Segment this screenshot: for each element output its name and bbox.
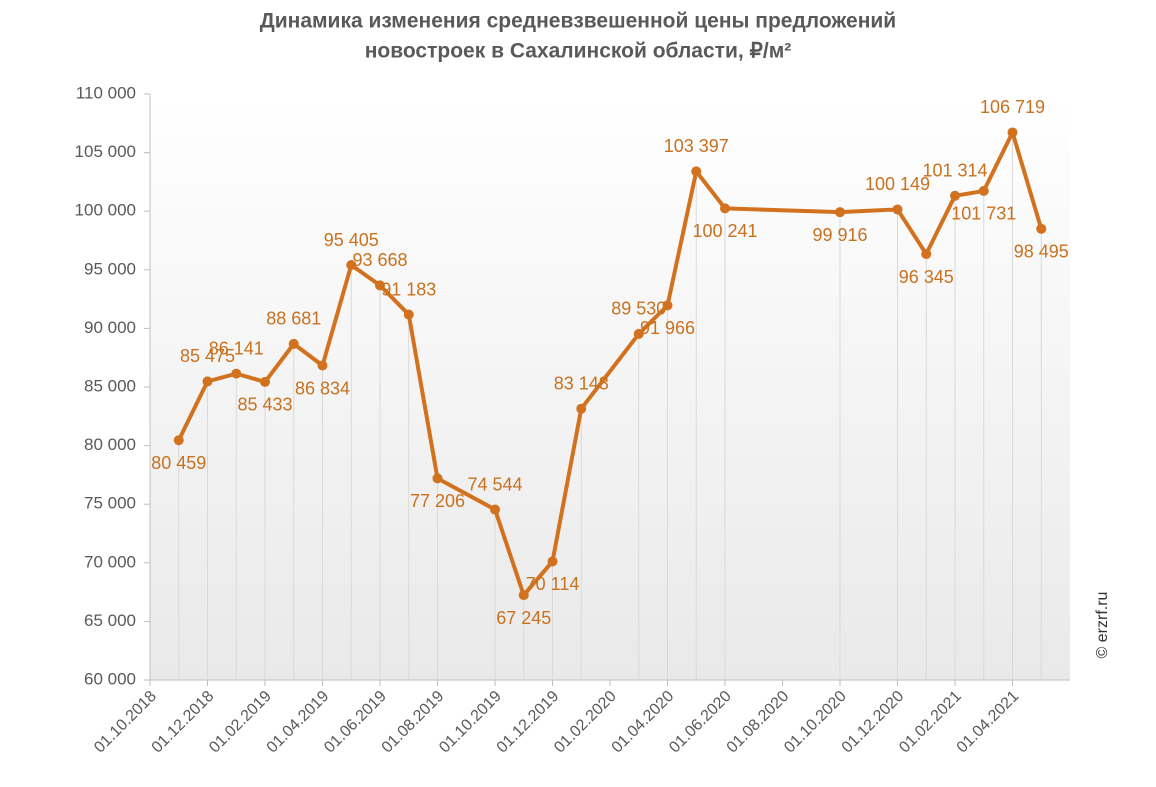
data-label: 91 183 — [381, 279, 436, 299]
y-tick-label: 95 000 — [84, 259, 136, 278]
y-tick-label: 85 000 — [84, 376, 136, 395]
y-tick-label: 65 000 — [84, 611, 136, 630]
data-label: 70 114 — [526, 574, 580, 594]
data-point — [231, 368, 242, 379]
x-tick-label: 01.04.2021 — [954, 688, 1023, 757]
data-point — [518, 590, 529, 601]
data-label: 91 966 — [640, 318, 695, 338]
data-label: 86 141 — [209, 338, 264, 358]
data-point — [835, 207, 845, 218]
data-label: 85 475 — [180, 346, 235, 366]
data-point — [288, 338, 299, 349]
data-label: 85 433 — [237, 395, 292, 415]
data-point — [720, 203, 730, 214]
y-tick-label: 105 000 — [75, 142, 136, 161]
data-label: 86 834 — [295, 378, 350, 398]
data-label: 101 314 — [922, 161, 987, 181]
data-label: 80 459 — [151, 453, 206, 473]
y-tick-label: 60 000 — [84, 669, 136, 688]
data-point — [950, 190, 960, 201]
data-point — [633, 328, 644, 339]
data-point — [691, 166, 702, 177]
data-point — [576, 403, 587, 414]
data-point — [346, 260, 357, 271]
data-label: 77 206 — [410, 491, 465, 511]
data-point — [173, 435, 184, 446]
chart-title: новостроек в Сахалинской области, ₽/м² — [365, 40, 792, 63]
data-label: 89 530 — [611, 299, 666, 319]
data-label: 96 345 — [899, 267, 954, 287]
y-tick-label: 70 000 — [84, 552, 136, 571]
watermark: © erzrf.ru — [1094, 592, 1111, 659]
data-label: 88 681 — [266, 309, 321, 329]
data-point — [490, 504, 500, 515]
data-point — [662, 300, 673, 311]
data-label: 106 719 — [980, 97, 1045, 117]
plot-area — [150, 94, 1070, 680]
y-tick-label: 80 000 — [84, 435, 136, 454]
data-label: 99 916 — [812, 225, 867, 245]
data-point — [921, 249, 932, 260]
data-point — [202, 376, 213, 387]
chart-title: Динамика изменения средневзвешенной цены… — [260, 10, 896, 33]
data-label: 74 544 — [467, 474, 522, 494]
data-label: 67 245 — [496, 608, 551, 628]
data-label: 100 149 — [865, 174, 930, 194]
data-label: 98 495 — [1014, 242, 1069, 262]
data-point — [1036, 223, 1047, 234]
y-tick-label: 110 000 — [76, 83, 136, 102]
data-label: 95 405 — [324, 230, 379, 250]
data-point — [978, 185, 989, 196]
y-tick-label: 75 000 — [84, 494, 136, 513]
data-point — [317, 360, 328, 371]
y-tick-label: 100 000 — [75, 201, 136, 220]
data-label: 103 397 — [664, 136, 729, 156]
data-label: 83 148 — [554, 373, 609, 393]
data-point — [260, 376, 270, 387]
data-point — [403, 309, 414, 320]
y-tick-label: 90 000 — [84, 318, 136, 337]
data-label: 93 668 — [352, 250, 407, 270]
data-point — [432, 473, 443, 484]
data-point — [892, 204, 903, 215]
data-point — [547, 556, 558, 567]
data-point — [375, 280, 385, 291]
data-point — [1007, 127, 1018, 138]
data-label: 100 241 — [692, 221, 757, 241]
data-label: 101 731 — [951, 204, 1016, 224]
